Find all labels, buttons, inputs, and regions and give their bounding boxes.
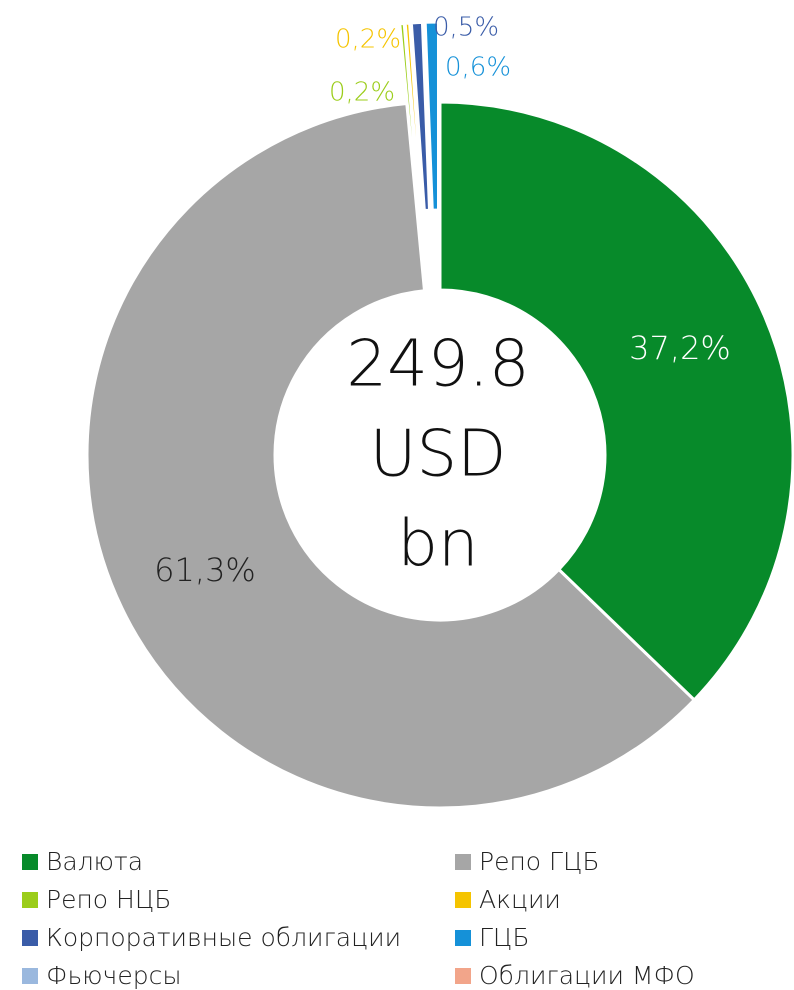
legend-label: Фьючерсы xyxy=(46,961,181,990)
legend-swatch xyxy=(22,854,38,870)
data-label: 0,2% xyxy=(329,78,395,108)
legend-swatch xyxy=(22,930,38,946)
data-label: 0,5% xyxy=(433,13,499,43)
slice xyxy=(438,100,794,702)
data-label: 0,2% xyxy=(335,25,401,55)
legend-label: Репо ГЦБ xyxy=(479,847,600,876)
legend-swatch xyxy=(455,892,471,908)
legend-label: Акции xyxy=(479,885,561,914)
legend-swatch xyxy=(455,968,471,984)
legend-label: Корпоративные облигации xyxy=(46,923,401,952)
slice xyxy=(409,20,432,213)
legend-swatch xyxy=(455,930,471,946)
legend-label: Облигации МФО xyxy=(479,961,695,990)
legend-label: ГЦБ xyxy=(479,923,530,952)
slice xyxy=(423,20,440,212)
legend-swatch xyxy=(22,892,38,908)
data-label: 37,2% xyxy=(629,329,731,367)
center-label: USD xyxy=(370,418,507,492)
data-label: 61,3% xyxy=(154,551,256,589)
legend-label: Репо НЦБ xyxy=(46,885,171,914)
legend-swatch xyxy=(22,968,38,984)
legend-label: Валюта xyxy=(46,847,143,876)
slice xyxy=(85,101,697,810)
data-label: 0,6% xyxy=(445,53,511,83)
legend-swatch xyxy=(455,854,471,870)
center-label: 249.8 xyxy=(346,328,529,402)
center-label: bn xyxy=(397,508,478,582)
